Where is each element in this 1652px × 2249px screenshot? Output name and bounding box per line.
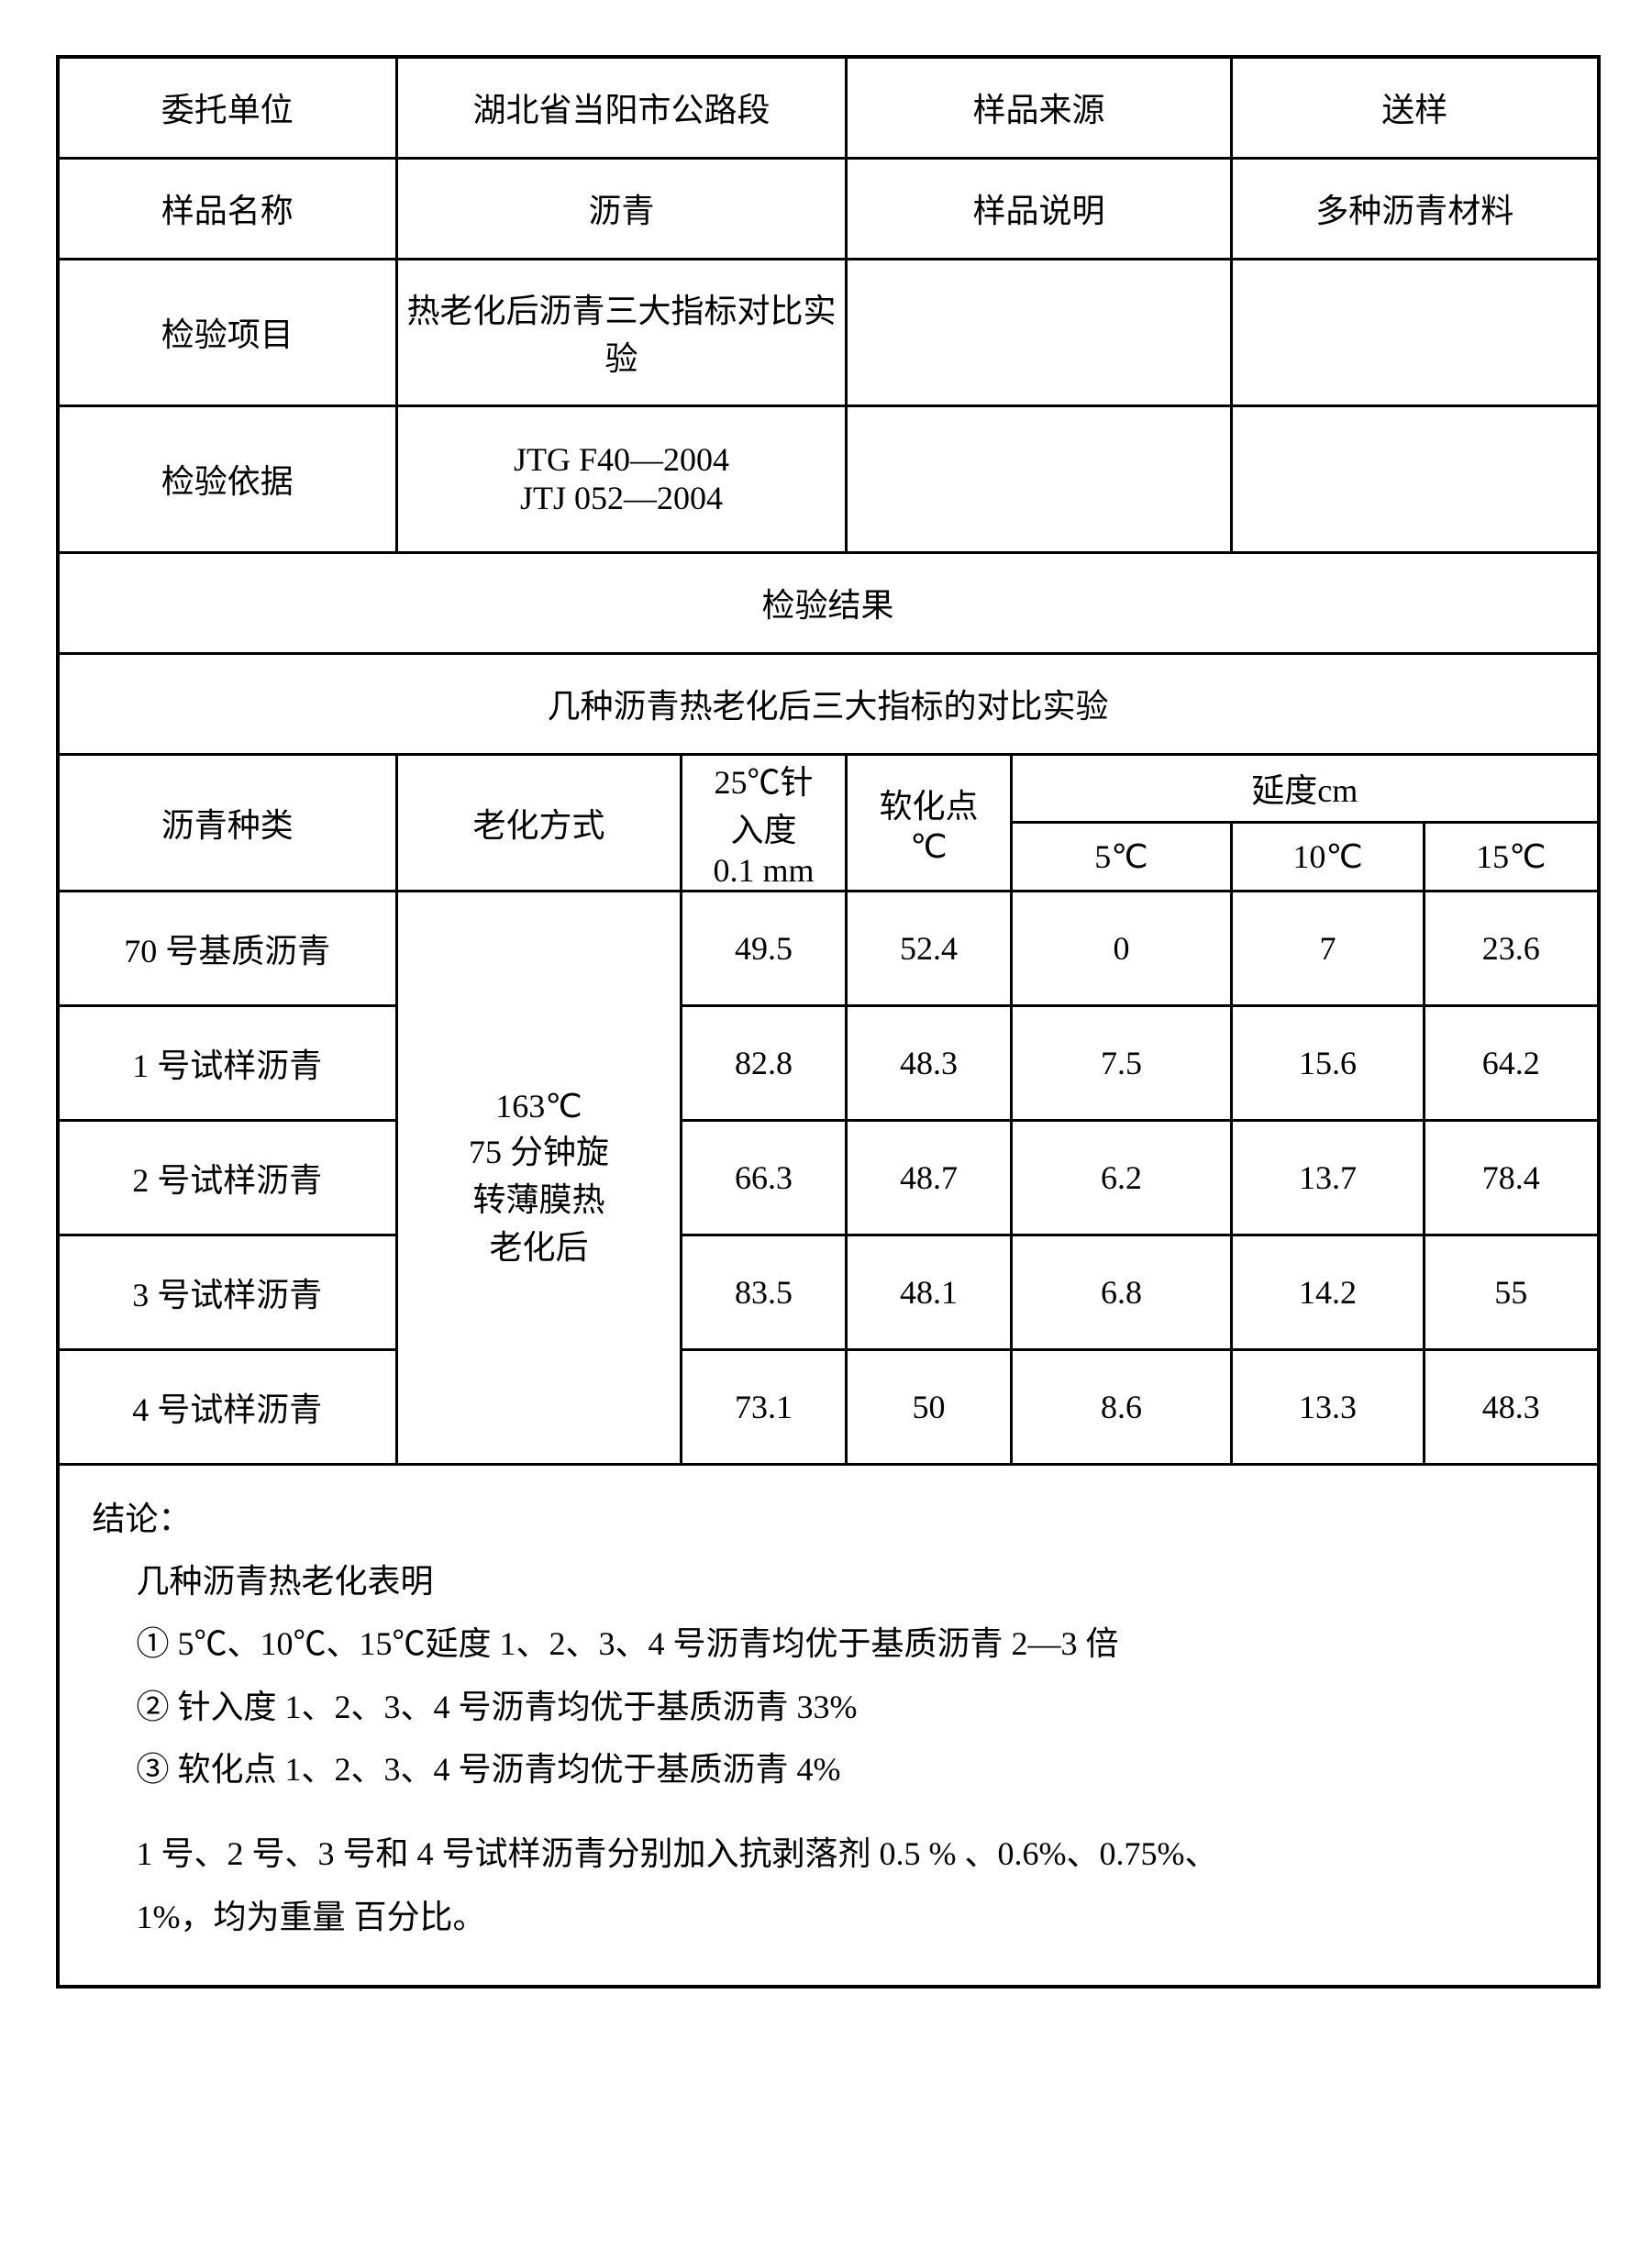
value-test-item: 热老化后沥青三大指标对比实验 <box>397 259 847 405</box>
cell-pen: 66.3 <box>682 1120 847 1235</box>
col-type: 沥青种类 <box>58 754 397 891</box>
conclusion-item-2: ② 针入度 1、2、3、4 号沥青均优于基质沥青 33% <box>93 1676 1564 1738</box>
table-row: 1 号试样沥青 82.8 48.3 7.5 15.6 64.2 <box>58 1005 1599 1120</box>
value-sample-desc: 多种沥青材料 <box>1232 158 1599 259</box>
cell-d15: 23.6 <box>1425 891 1599 1005</box>
col-ductility: 延度cm <box>1012 754 1599 823</box>
aging-l1: 163℃ <box>398 1087 680 1125</box>
col-d15: 15℃ <box>1425 823 1599 892</box>
label-basis: 检验依据 <box>58 405 397 552</box>
label-client: 委托单位 <box>58 57 397 158</box>
col-d10: 10℃ <box>1232 823 1425 892</box>
cell-d10: 14.2 <box>1232 1235 1425 1349</box>
cell-d5: 6.8 <box>1012 1235 1232 1349</box>
label-sample-name: 样品名称 <box>58 158 397 259</box>
cell-d5: 7.5 <box>1012 1005 1232 1120</box>
aging-l3: 转薄膜热 <box>398 1173 680 1221</box>
row-basis: 检验依据 JTG F40—2004 JTJ 052—2004 <box>58 405 1599 552</box>
cell-name: 70 号基质沥青 <box>58 891 397 1005</box>
row-test-item: 检验项目 热老化后沥青三大指标对比实验 <box>58 259 1599 405</box>
label-sample-desc: 样品说明 <box>847 158 1232 259</box>
cell-soft: 50 <box>847 1349 1012 1464</box>
report-page: 委托单位 湖北省当阳市公路段 样品来源 送样 样品名称 沥青 样品说明 多种沥青… <box>56 55 1597 1989</box>
cell-name: 2 号试样沥青 <box>58 1120 397 1235</box>
blank-2 <box>1232 259 1599 405</box>
cell-d10: 15.6 <box>1232 1005 1425 1120</box>
blank-3 <box>847 405 1232 552</box>
table-row: 3 号试样沥青 83.5 48.1 6.8 14.2 55 <box>58 1235 1599 1349</box>
pen-l2: 入度 <box>682 803 845 851</box>
table-row: 2 号试样沥青 66.3 48.7 6.2 13.7 78.4 <box>58 1120 1599 1235</box>
row-conclusion: 结论： 几种沥青热老化表明 ① 5℃、10℃、15℃延度 1、2、3、4 号沥青… <box>58 1464 1599 1987</box>
col-penetration: 25℃针 入度 0.1 mm <box>682 754 847 891</box>
conclusion-para-2: 1%，均为重量 百分比。 <box>93 1886 1564 1948</box>
results-title: 检验结果 <box>58 552 1599 653</box>
conclusion-heading: 结论： <box>93 1501 192 1537</box>
cell-soft: 48.3 <box>847 1005 1012 1120</box>
row-results-title: 检验结果 <box>58 552 1599 653</box>
soft-l2: ℃ <box>848 827 1010 866</box>
blank-4 <box>1232 405 1599 552</box>
cell-pen: 49.5 <box>682 891 847 1005</box>
row-subtitle: 几种沥青热老化后三大指标的对比实验 <box>58 653 1599 754</box>
report-table: 委托单位 湖北省当阳市公路段 样品来源 送样 样品名称 沥青 样品说明 多种沥青… <box>56 55 1601 1989</box>
cell-d10: 7 <box>1232 891 1425 1005</box>
conclusion-sub: 几种沥青热老化表明 <box>93 1550 1564 1612</box>
basis-line-1: JTG F40—2004 <box>398 440 845 479</box>
row-sample-name: 样品名称 沥青 样品说明 多种沥青材料 <box>58 158 1599 259</box>
cell-pen: 83.5 <box>682 1235 847 1349</box>
conclusion-cell: 结论： 几种沥青热老化表明 ① 5℃、10℃、15℃延度 1、2、3、4 号沥青… <box>58 1464 1599 1987</box>
cell-d15: 78.4 <box>1425 1120 1599 1235</box>
col-d5: 5℃ <box>1012 823 1232 892</box>
subtitle: 几种沥青热老化后三大指标的对比实验 <box>58 653 1599 754</box>
cell-soft: 52.4 <box>847 891 1012 1005</box>
label-test-item: 检验项目 <box>58 259 397 405</box>
cell-d5: 8.6 <box>1012 1349 1232 1464</box>
pen-l1: 25℃针 <box>682 756 845 803</box>
value-client: 湖北省当阳市公路段 <box>397 57 847 158</box>
conclusion-item-1: ① 5℃、10℃、15℃延度 1、2、3、4 号沥青均优于基质沥青 2—3 倍 <box>93 1612 1564 1675</box>
value-sample-name: 沥青 <box>397 158 847 259</box>
soft-l1: 软化点 <box>848 780 1010 827</box>
cell-pen: 73.1 <box>682 1349 847 1464</box>
pen-l3: 0.1 mm <box>682 851 845 890</box>
cell-d5: 0 <box>1012 891 1232 1005</box>
cell-pen: 82.8 <box>682 1005 847 1120</box>
conclusion-para-1: 1 号、2 号、3 号和 4 号试样沥青分别加入抗剥落剂 0.5 % 、0.6%… <box>93 1822 1564 1885</box>
cell-name: 3 号试样沥青 <box>58 1235 397 1349</box>
conclusion-item-3: ③ 软化点 1、2、3、4 号沥青均优于基质沥青 4% <box>93 1738 1564 1800</box>
table-row: 4 号试样沥青 73.1 50 8.6 13.3 48.3 <box>58 1349 1599 1464</box>
table-row: 70 号基质沥青 163℃ 75 分钟旋 转薄膜热 老化后 49.5 52.4 … <box>58 891 1599 1005</box>
cell-d15: 55 <box>1425 1235 1599 1349</box>
cell-soft: 48.1 <box>847 1235 1012 1349</box>
cell-d15: 48.3 <box>1425 1349 1599 1464</box>
label-source: 样品来源 <box>847 57 1232 158</box>
cell-soft: 48.7 <box>847 1120 1012 1235</box>
blank-1 <box>847 259 1232 405</box>
basis-line-2: JTJ 052—2004 <box>398 479 845 517</box>
col-softening: 软化点 ℃ <box>847 754 1012 891</box>
col-aging: 老化方式 <box>397 754 682 891</box>
row-col-head-1: 沥青种类 老化方式 25℃针 入度 0.1 mm 软化点 ℃ 延度cm <box>58 754 1599 823</box>
value-source: 送样 <box>1232 57 1599 158</box>
cell-d15: 64.2 <box>1425 1005 1599 1120</box>
cell-d10: 13.7 <box>1232 1120 1425 1235</box>
cell-d10: 13.3 <box>1232 1349 1425 1464</box>
value-basis: JTG F40—2004 JTJ 052—2004 <box>397 405 847 552</box>
cell-d5: 6.2 <box>1012 1120 1232 1235</box>
cell-aging-method: 163℃ 75 分钟旋 转薄膜热 老化后 <box>397 891 682 1464</box>
cell-name: 4 号试样沥青 <box>58 1349 397 1464</box>
cell-name: 1 号试样沥青 <box>58 1005 397 1120</box>
aging-l2: 75 分钟旋 <box>398 1125 680 1173</box>
aging-l4: 老化后 <box>398 1221 680 1269</box>
row-client: 委托单位 湖北省当阳市公路段 样品来源 送样 <box>58 57 1599 158</box>
